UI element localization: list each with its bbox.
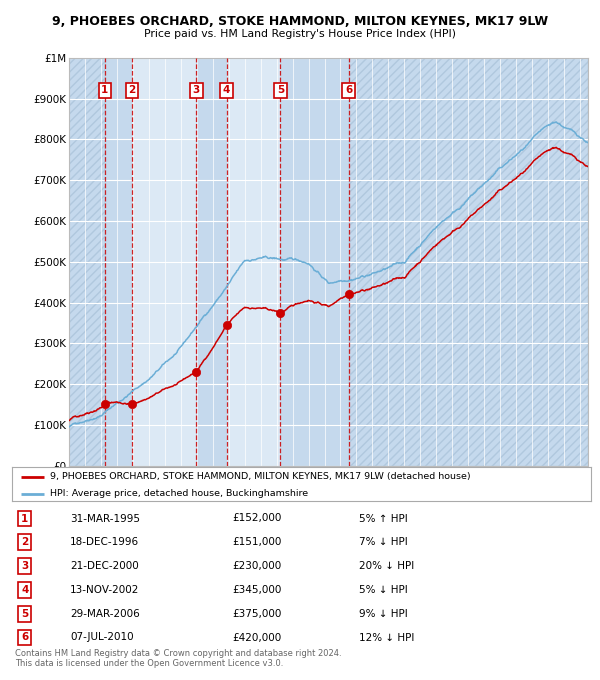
Text: 31-MAR-1995: 31-MAR-1995 [70,513,140,524]
Bar [105,58,132,466]
Bar [280,58,349,466]
Text: Price paid vs. HM Land Registry's House Price Index (HPI): Price paid vs. HM Land Registry's House … [144,29,456,39]
Bar [349,58,588,466]
Bar [69,58,105,466]
Text: 29-MAR-2006: 29-MAR-2006 [70,609,140,619]
Text: 20% ↓ HPI: 20% ↓ HPI [359,561,415,571]
Text: 3: 3 [193,86,200,95]
Text: 4: 4 [21,585,28,595]
Text: HPI: Average price, detached house, Buckinghamshire: HPI: Average price, detached house, Buck… [50,489,308,498]
Text: £151,000: £151,000 [232,537,281,547]
Text: 13-NOV-2002: 13-NOV-2002 [70,585,139,595]
Text: 12% ↓ HPI: 12% ↓ HPI [359,632,415,643]
Text: 6: 6 [21,632,28,643]
Text: 1: 1 [101,86,109,95]
Text: 1: 1 [21,513,28,524]
Text: 5% ↓ HPI: 5% ↓ HPI [359,585,408,595]
Text: £230,000: £230,000 [232,561,281,571]
Text: 21-DEC-2000: 21-DEC-2000 [70,561,139,571]
Text: 5: 5 [277,86,284,95]
Text: 2: 2 [21,537,28,547]
Text: 9% ↓ HPI: 9% ↓ HPI [359,609,408,619]
Text: £345,000: £345,000 [232,585,281,595]
Text: 5: 5 [21,609,28,619]
Text: £152,000: £152,000 [232,513,281,524]
Text: 07-JUL-2010: 07-JUL-2010 [70,632,134,643]
Text: This data is licensed under the Open Government Licence v3.0.: This data is licensed under the Open Gov… [15,659,283,668]
Text: £420,000: £420,000 [232,632,281,643]
Text: 5% ↑ HPI: 5% ↑ HPI [359,513,408,524]
Text: 4: 4 [223,86,230,95]
Text: 6: 6 [345,86,352,95]
Text: 9, PHOEBES ORCHARD, STOKE HAMMOND, MILTON KEYNES, MK17 9LW (detached house): 9, PHOEBES ORCHARD, STOKE HAMMOND, MILTO… [50,472,470,481]
Text: Contains HM Land Registry data © Crown copyright and database right 2024.: Contains HM Land Registry data © Crown c… [15,649,341,658]
Text: 9, PHOEBES ORCHARD, STOKE HAMMOND, MILTON KEYNES, MK17 9LW: 9, PHOEBES ORCHARD, STOKE HAMMOND, MILTO… [52,15,548,28]
Text: 3: 3 [21,561,28,571]
Text: 7% ↓ HPI: 7% ↓ HPI [359,537,408,547]
Text: 2: 2 [128,86,136,95]
Text: £375,000: £375,000 [232,609,281,619]
Bar [196,58,227,466]
Text: 18-DEC-1996: 18-DEC-1996 [70,537,139,547]
